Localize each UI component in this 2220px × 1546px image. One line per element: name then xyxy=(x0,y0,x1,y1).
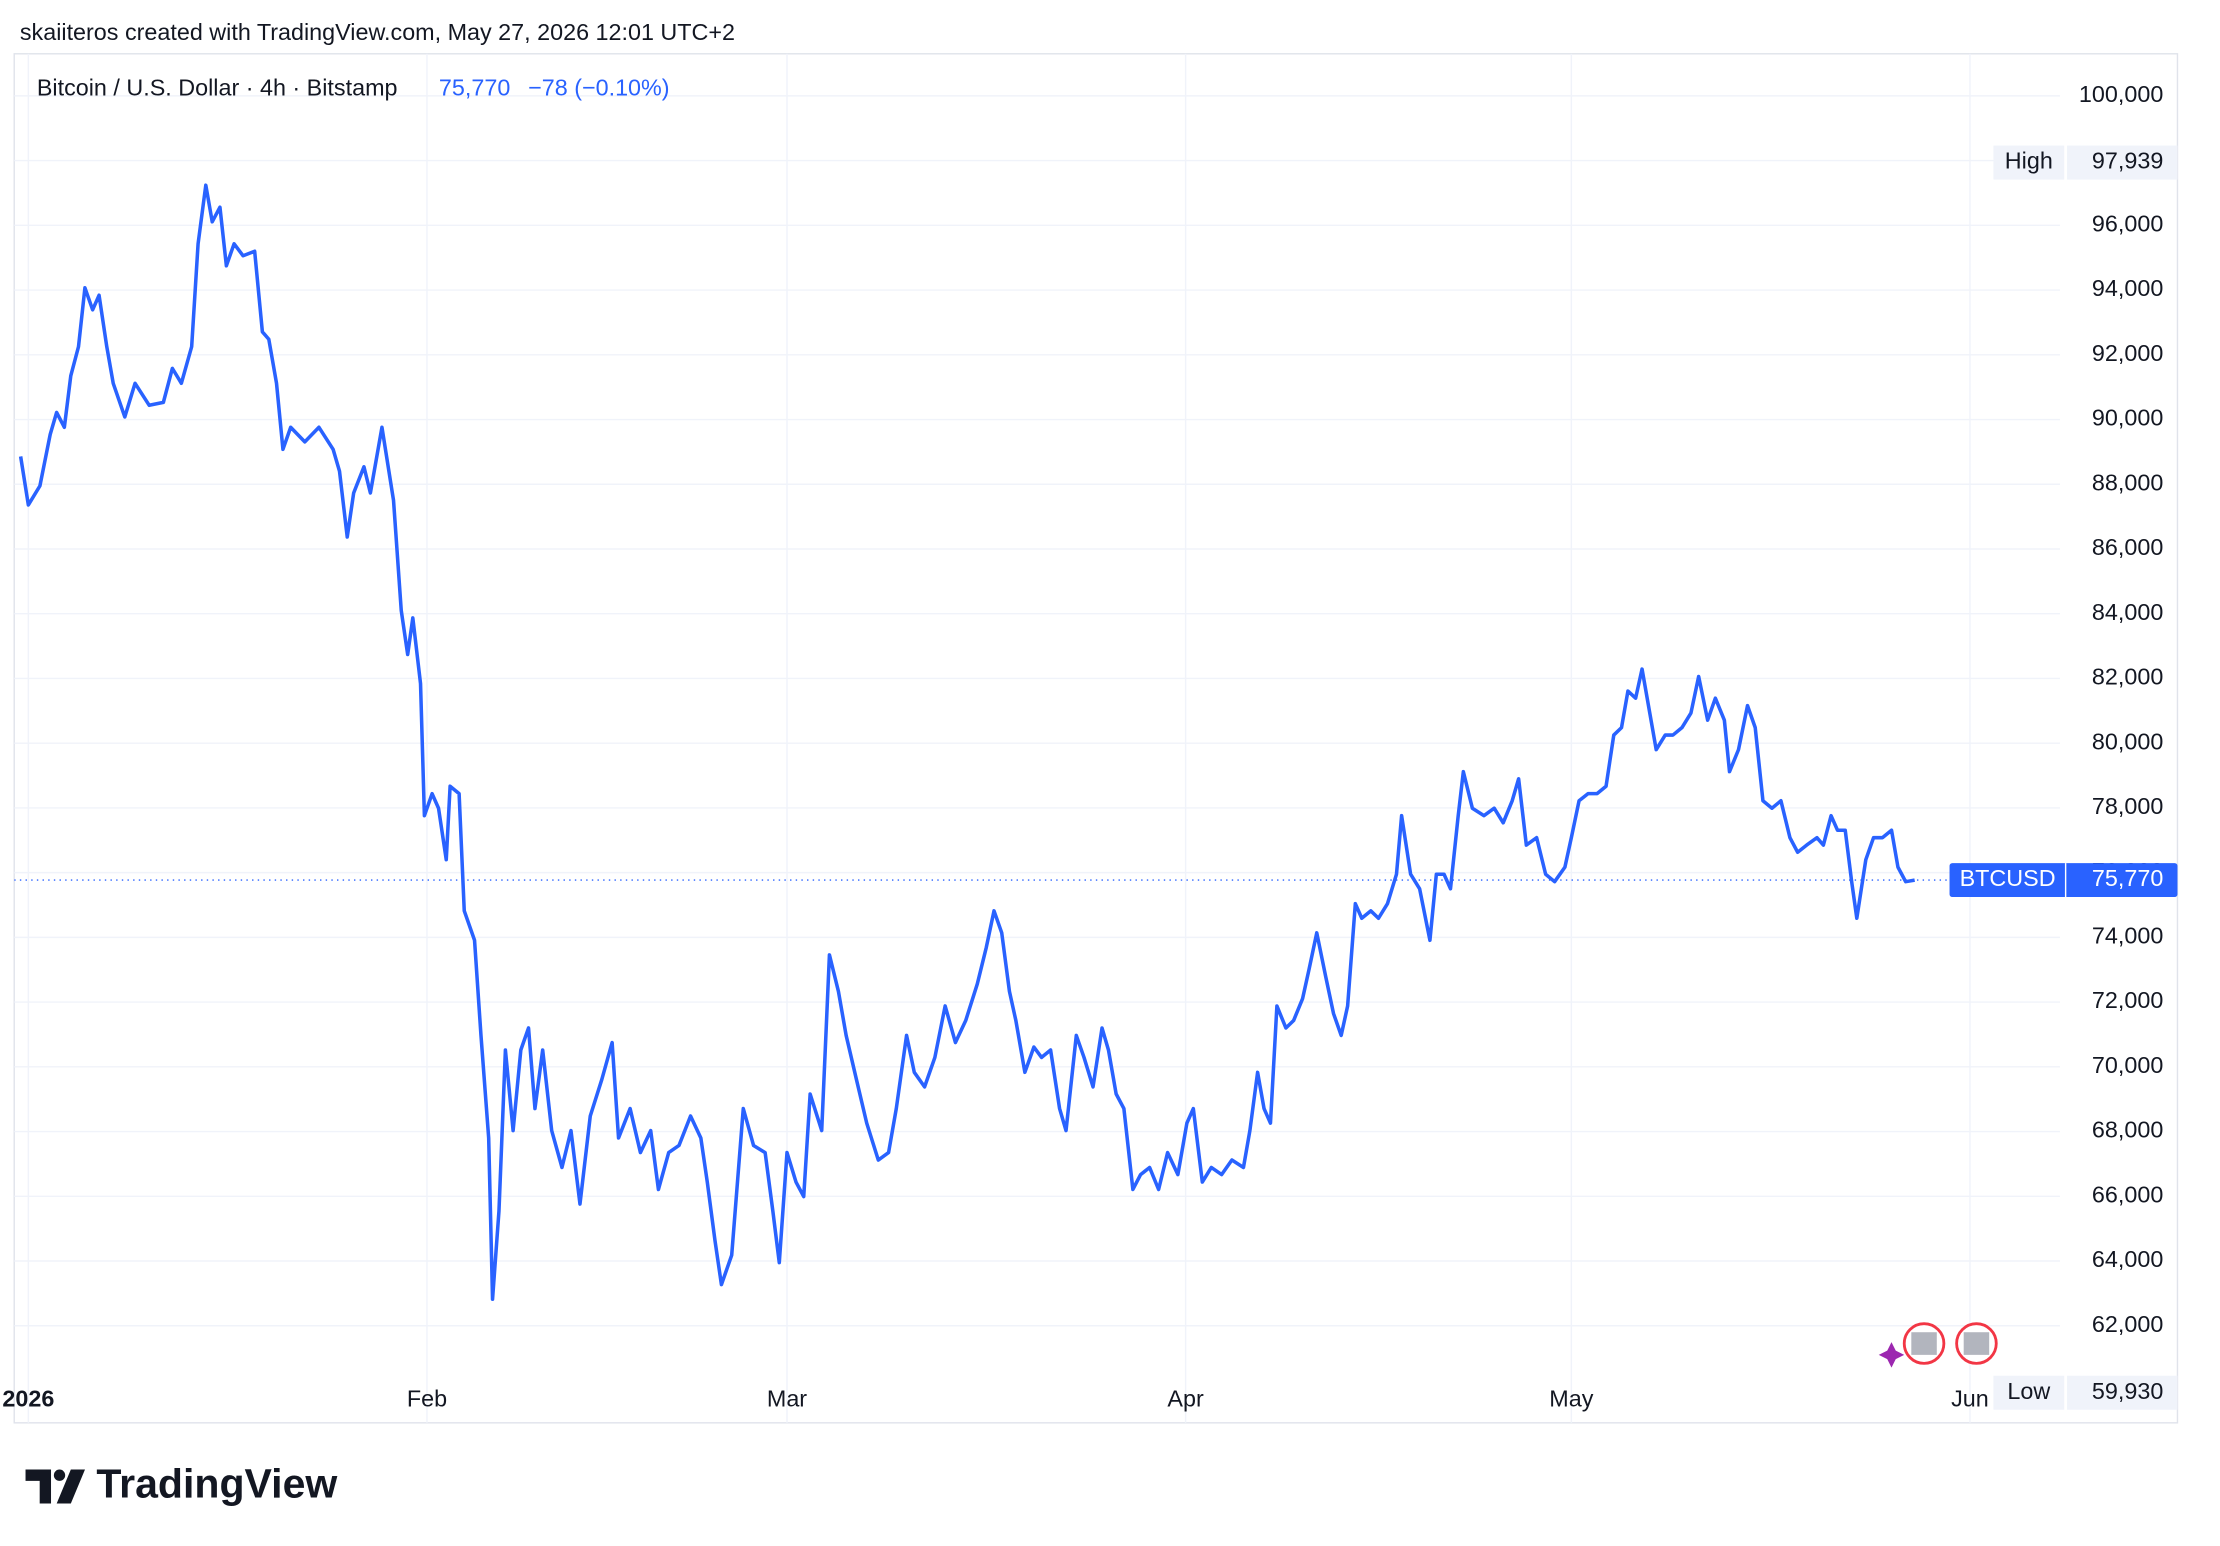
high-label: High xyxy=(2005,148,2053,174)
x-tick-label: 2026 xyxy=(2,1385,54,1411)
legend-change: −78 (−0.10%) xyxy=(528,74,669,100)
high-label-bg xyxy=(1993,145,2065,180)
low-value: 59,930 xyxy=(2092,1378,2163,1404)
y-tick-label: 68,000 xyxy=(2092,1117,2163,1143)
icon xyxy=(1911,1332,1937,1355)
y-tick-label: 64,000 xyxy=(2092,1246,2163,1272)
y-tick-label: 78,000 xyxy=(2092,793,2163,819)
y-tick-label: 72,000 xyxy=(2092,987,2163,1013)
price-tag-bg xyxy=(1949,863,2178,898)
plot-area xyxy=(14,53,2060,1423)
high-value-bg xyxy=(2067,145,2178,180)
low-value-bg xyxy=(2067,1375,2178,1410)
icon xyxy=(1963,1332,1990,1355)
y-tick-label: 90,000 xyxy=(2092,405,2163,431)
chart-frame xyxy=(13,53,2179,1424)
icon xyxy=(1878,1342,1905,1368)
low-label-bg xyxy=(1993,1375,2065,1410)
x-tick-label: Feb xyxy=(407,1385,447,1411)
y-tick-label: 84,000 xyxy=(2092,599,2163,625)
x-tick-label: Apr xyxy=(1167,1385,1204,1411)
chart-title: Bitcoin / U.S. Dollar · 4h · Bitstamp xyxy=(37,74,398,100)
price-tag-symbol: BTCUSD xyxy=(1960,865,2056,891)
legend-price: 75,770 xyxy=(439,74,510,100)
overlay: 62,000 64,000 66,000 68,000 70,000 72,000 74,0… xyxy=(2,81,2178,1411)
logo-text: TradingView xyxy=(96,1460,337,1506)
y-tick-label: 80,000 xyxy=(2092,728,2163,754)
y-tick-label: 70,000 xyxy=(2092,1052,2163,1078)
event-icons xyxy=(1878,1322,1998,1368)
y-tick-label: 82,000 xyxy=(2092,664,2163,690)
high-value: 97,939 xyxy=(2092,148,2163,174)
x-tick-label: May xyxy=(1549,1385,1593,1411)
y-tick-label: 62,000 xyxy=(2092,1311,2163,1337)
y-tick-label: 66,000 xyxy=(2092,1181,2163,1207)
logo: TradingView xyxy=(25,1460,337,1506)
y-tick-label: 96,000 xyxy=(2092,211,2163,237)
x-tick-label: Mar xyxy=(767,1385,807,1411)
y-tick-label: 74,000 xyxy=(2092,923,2163,949)
caption: skaiiteros created with TradingView.com,… xyxy=(20,19,735,45)
y-tick-label: 86,000 xyxy=(2092,534,2163,560)
logo-mark xyxy=(25,1469,85,1504)
y-tick-label: 92,000 xyxy=(2092,340,2163,366)
low-label: Low xyxy=(2007,1378,2050,1404)
logo-mark xyxy=(53,1469,66,1481)
y-tick-label: 88,000 xyxy=(2092,469,2163,495)
y-tick-label: 100,000 xyxy=(2079,81,2163,107)
x-tick-label: Jun xyxy=(1951,1385,1989,1411)
price-tag-value: 75,770 xyxy=(2092,865,2163,891)
price-line xyxy=(18,183,1915,1301)
y-tick-label: 94,000 xyxy=(2092,275,2163,301)
